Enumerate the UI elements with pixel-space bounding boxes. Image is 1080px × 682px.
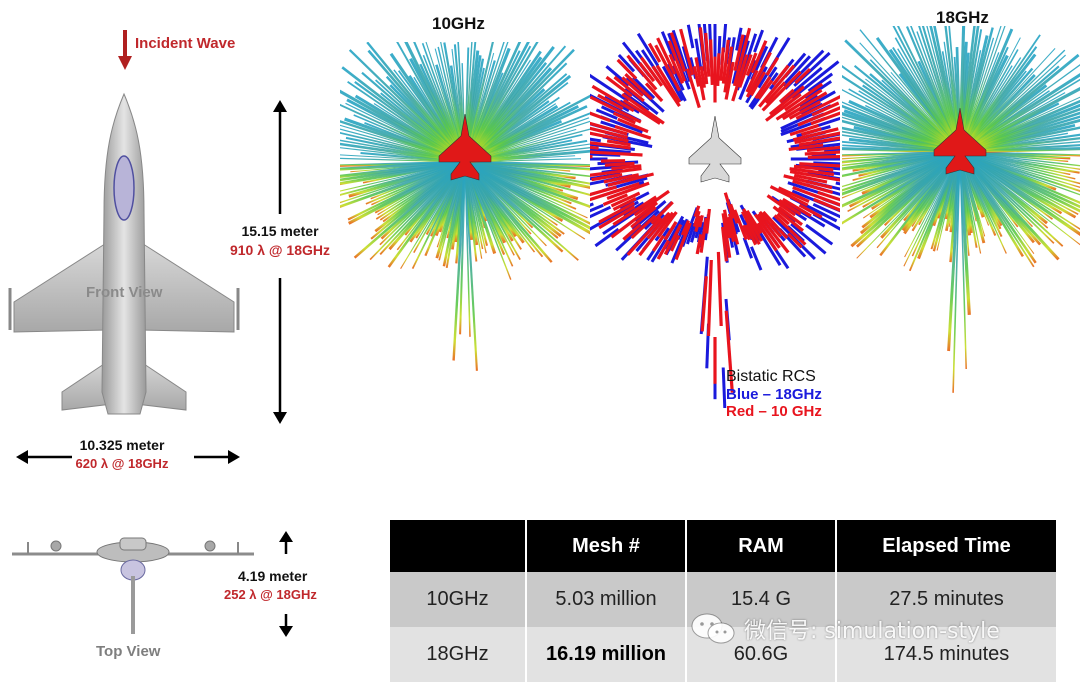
wechat-icon bbox=[690, 612, 736, 646]
rcs-ray bbox=[709, 260, 712, 336]
rcs-ray bbox=[711, 39, 713, 85]
incident-wave-arrow bbox=[116, 28, 136, 72]
rcs-ray bbox=[718, 252, 721, 326]
table-cell-mesh: 5.03 million bbox=[526, 572, 686, 627]
legend-red: Red – 10 GHz bbox=[726, 403, 822, 420]
front-view-aircraft bbox=[8, 92, 240, 422]
rcs-ray bbox=[605, 164, 635, 166]
table-cell-freq: 10GHz bbox=[390, 572, 526, 627]
rcs-plot-10ghz bbox=[340, 42, 590, 452]
length-dimension-arrow bbox=[270, 98, 290, 428]
watermark: 微信号: simulation-style bbox=[690, 612, 1000, 646]
table-header-row: Mesh # RAM Elapsed Time bbox=[390, 520, 1056, 572]
incident-wave-label: Incident Wave bbox=[135, 35, 235, 52]
rcs-ray bbox=[702, 276, 706, 331]
length-lambda: 910 λ @ 18GHz bbox=[222, 242, 338, 258]
legend-title: Bistatic RCS bbox=[726, 368, 822, 386]
height-meter: 4.19 meter bbox=[238, 568, 307, 584]
length-meter: 15.15 meter bbox=[228, 223, 332, 239]
rcs-ray bbox=[688, 25, 693, 48]
table-header-elapsed: Elapsed Time bbox=[836, 520, 1056, 572]
rcs-ray bbox=[723, 368, 725, 409]
watermark-text: 微信号: simulation-style bbox=[744, 613, 1000, 645]
aircraft-icon bbox=[689, 116, 741, 182]
width-lambda: 620 λ @ 18GHz bbox=[66, 456, 178, 471]
simulation-stats-table: Mesh # RAM Elapsed Time 10GHz 5.03 milli… bbox=[390, 520, 1056, 682]
width-meter: 10.325 meter bbox=[72, 437, 172, 453]
rcs-ray bbox=[590, 146, 599, 148]
rcs-ray bbox=[707, 209, 710, 234]
height-lambda: 252 λ @ 18GHz bbox=[224, 587, 317, 602]
rcs-ray bbox=[808, 157, 840, 158]
height-dimension-arrow bbox=[276, 530, 296, 640]
table-cell-mesh: 16.19 million bbox=[526, 627, 686, 682]
plot-title-18ghz: 18GHz bbox=[936, 8, 989, 28]
table-header-mesh: Mesh # bbox=[526, 520, 686, 572]
top-view-aircraft bbox=[8, 530, 258, 640]
top-view-label: Top View bbox=[96, 643, 160, 660]
front-view-label: Front View bbox=[86, 284, 162, 301]
rcs-legend: Bistatic RCS Blue – 18GHz Red – 10 GHz bbox=[726, 368, 822, 420]
legend-blue: Blue – 18GHz bbox=[726, 386, 822, 403]
plot-title-10ghz: 10GHz bbox=[432, 14, 485, 34]
rcs-plot-18ghz bbox=[842, 26, 1080, 456]
table-cell-freq: 18GHz bbox=[390, 627, 526, 682]
table-header-blank bbox=[390, 520, 526, 572]
rcs-ray bbox=[751, 247, 761, 270]
rcs-ray bbox=[718, 53, 719, 86]
table-header-ram: RAM bbox=[686, 520, 836, 572]
